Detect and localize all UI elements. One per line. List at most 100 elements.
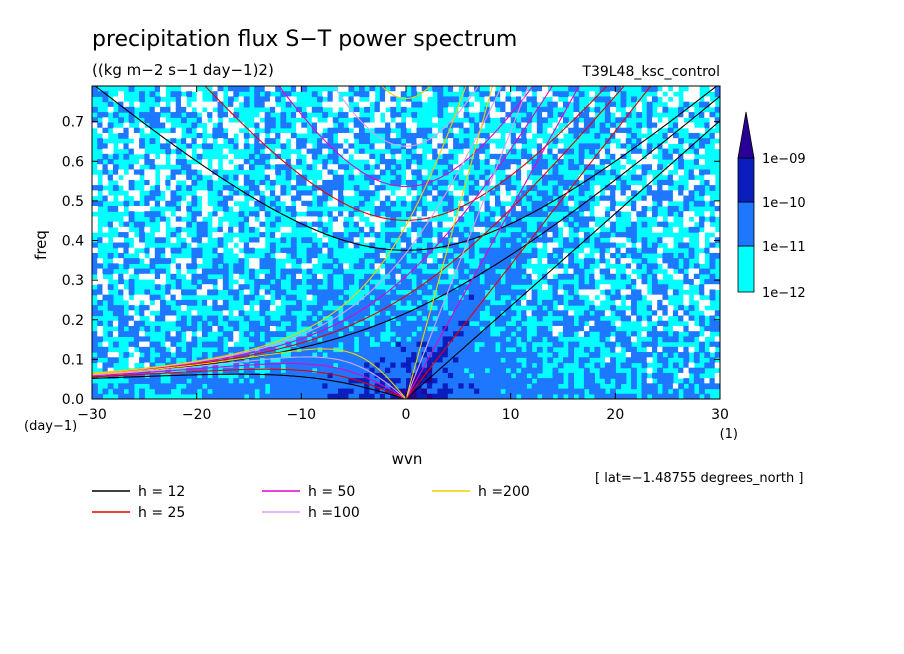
spectrum-cell xyxy=(385,305,391,311)
spectrum-cell xyxy=(395,341,402,348)
spectrum-cell xyxy=(468,336,475,343)
spectrum-cell xyxy=(432,221,438,228)
spectrum-cell xyxy=(552,383,559,390)
spectrum-cell xyxy=(583,216,590,223)
spectrum-cell xyxy=(322,190,329,197)
spectrum-cell xyxy=(625,268,632,275)
spectrum-cell xyxy=(536,91,543,98)
spectrum-cell xyxy=(672,96,679,103)
spectrum-cell xyxy=(343,279,350,285)
spectrum-cell xyxy=(217,122,224,129)
spectrum-cell xyxy=(301,148,308,155)
spectrum-cell xyxy=(494,252,501,259)
spectrum-cell xyxy=(547,237,554,244)
spectrum-cell xyxy=(479,174,486,181)
latitude-note: [ lat=−1.48755 degrees_north ] xyxy=(595,471,803,486)
spectrum-cell xyxy=(306,305,313,311)
spectrum-cell xyxy=(149,258,156,264)
spectrum-cell xyxy=(160,159,166,165)
spectrum-cell xyxy=(657,289,664,296)
spectrum-cell xyxy=(416,336,423,343)
spectrum-cell xyxy=(604,211,611,218)
spectrum-cell xyxy=(306,148,313,155)
spectrum-cell xyxy=(416,367,423,374)
spectrum-cell xyxy=(479,346,486,353)
spectrum-cell xyxy=(92,383,98,390)
spectrum-cell xyxy=(160,216,166,223)
spectrum-cell xyxy=(390,357,397,364)
spectrum-cell xyxy=(97,284,104,291)
spectrum-cell xyxy=(285,367,292,374)
spectrum-cell xyxy=(672,289,679,296)
spectrum-cell xyxy=(568,127,575,134)
spectrum-cell xyxy=(327,91,334,98)
spectrum-cell xyxy=(573,237,580,244)
spectrum-cell xyxy=(165,106,172,113)
spectrum-cell xyxy=(620,91,627,98)
spectrum-cell xyxy=(426,341,433,348)
spectrum-cell xyxy=(285,91,292,98)
spectrum-cell xyxy=(421,179,428,186)
spectrum-cell xyxy=(521,174,527,181)
spectrum-cell xyxy=(709,263,716,270)
spectrum-cell xyxy=(149,91,156,98)
spectrum-cell xyxy=(207,112,213,118)
spectrum-cell xyxy=(704,211,711,218)
spectrum-cell xyxy=(688,279,695,285)
spectrum-cell xyxy=(233,273,240,280)
spectrum-cell xyxy=(683,242,690,249)
spectrum-cell xyxy=(521,367,527,374)
spectrum-cell xyxy=(683,367,690,374)
spectrum-cell xyxy=(536,106,543,113)
spectrum-cell xyxy=(651,289,658,296)
spectrum-cell xyxy=(683,336,690,343)
spectrum-cell xyxy=(358,148,365,155)
spectrum-cell xyxy=(118,325,124,332)
spectrum-cell xyxy=(196,268,203,275)
spectrum-cell xyxy=(515,91,522,98)
spectrum-cell xyxy=(479,352,486,358)
spectrum-cell xyxy=(322,346,329,353)
spectrum-cell xyxy=(400,106,407,113)
spectrum-cell xyxy=(118,205,124,212)
spectrum-cell xyxy=(217,341,224,348)
spectrum-cell xyxy=(353,153,360,160)
spectrum-cell xyxy=(369,263,376,270)
spectrum-cell xyxy=(688,185,695,191)
spectrum-cell xyxy=(573,132,580,139)
spectrum-cell xyxy=(568,268,575,275)
spectrum-cell xyxy=(332,96,339,103)
spectrum-cell xyxy=(269,179,276,186)
spectrum-cell xyxy=(641,284,648,291)
spectrum-cell xyxy=(374,211,381,218)
spectrum-cell xyxy=(667,393,674,399)
spectrum-cell xyxy=(505,263,512,270)
spectrum-cell xyxy=(568,159,575,165)
spectrum-cell xyxy=(494,195,501,202)
spectrum-cell xyxy=(505,388,512,395)
spectrum-cell xyxy=(474,367,480,374)
spectrum-cell xyxy=(280,164,287,171)
spectrum-cell xyxy=(442,96,449,103)
spectrum-cell xyxy=(343,237,350,244)
spectrum-cell xyxy=(217,138,224,144)
spectrum-cell xyxy=(133,101,140,108)
rossby-wave-curve xyxy=(92,363,407,399)
spectrum-cell xyxy=(484,252,491,259)
spectrum-cell xyxy=(275,279,281,285)
spectrum-cell xyxy=(123,185,130,191)
spectrum-cell xyxy=(453,242,459,249)
spectrum-cell xyxy=(186,195,193,202)
spectrum-cell xyxy=(332,200,339,207)
spectrum-cell xyxy=(468,247,475,254)
spectrum-cell xyxy=(322,195,329,202)
spectrum-cell xyxy=(631,148,637,155)
spectrum-cell xyxy=(317,378,323,384)
spectrum-cell xyxy=(175,112,182,118)
spectrum-cell xyxy=(589,112,595,118)
spectrum-cell xyxy=(92,205,98,212)
spectrum-cell xyxy=(432,211,438,218)
spectrum-cell xyxy=(500,211,507,218)
spectrum-cell xyxy=(599,232,606,238)
spectrum-cell xyxy=(149,106,156,113)
